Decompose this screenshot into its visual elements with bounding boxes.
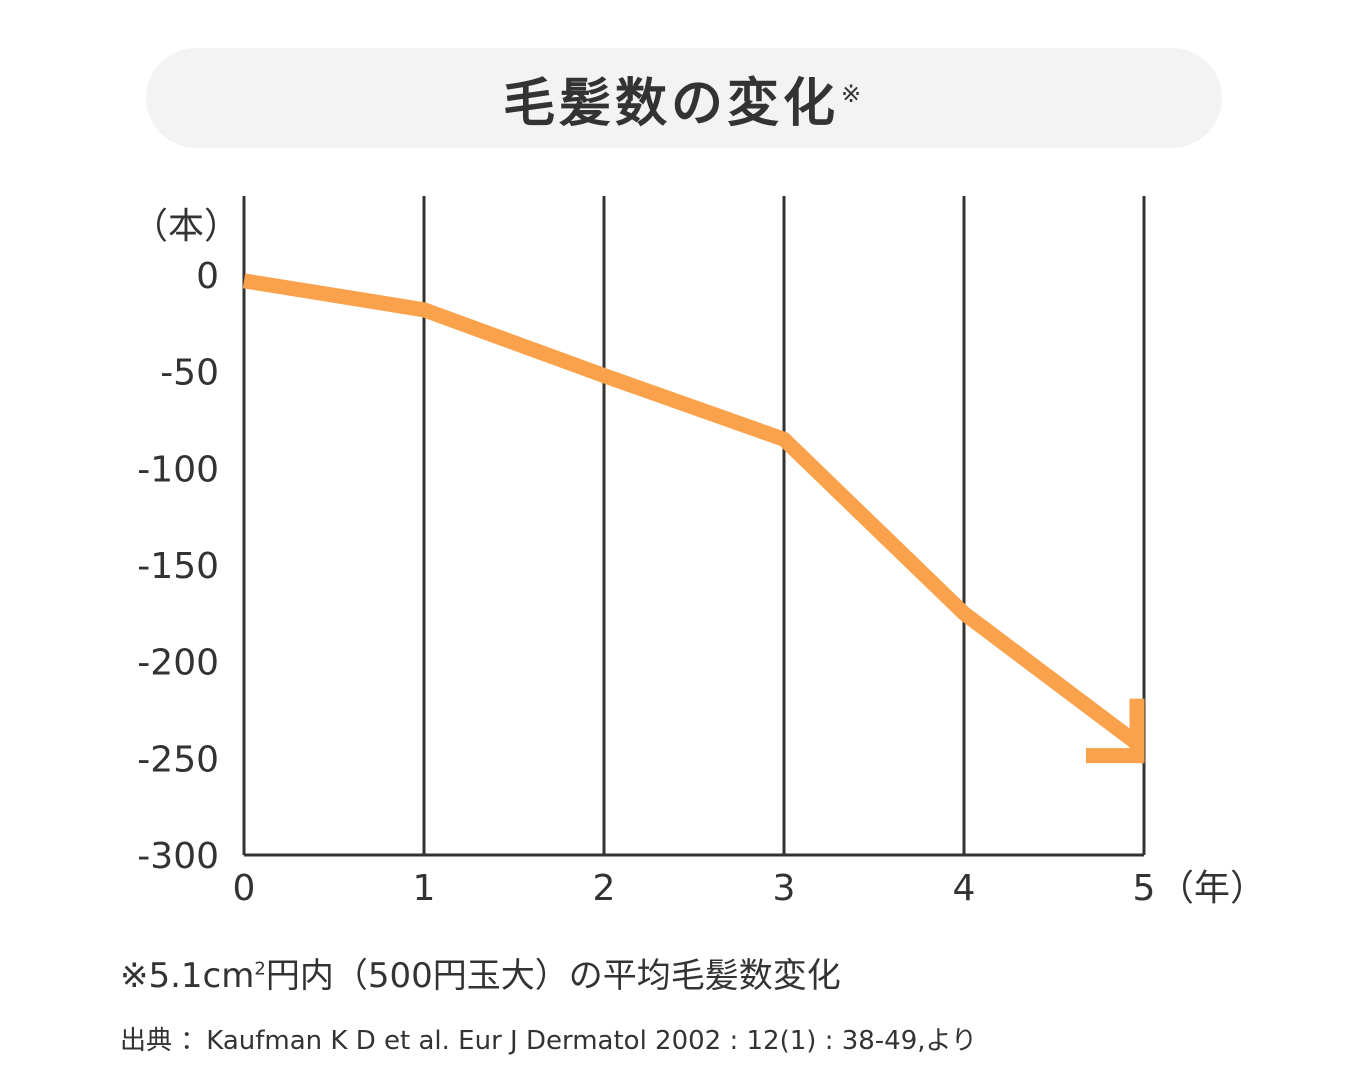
x-tick-label: 1	[413, 868, 436, 909]
y-tick-label: -150	[137, 546, 219, 587]
x-tick-label: 4	[953, 868, 976, 909]
source-citation: 出典 ：Kaufman K D et al. Eur J Dermatol 20…	[120, 1026, 978, 1056]
line-chart: 0 -50 -100 -150 -200 -250 -300 （本） 0 1 2 3 4 5 （年）	[132, 196, 1266, 909]
y-tick-label: -300	[137, 836, 219, 877]
y-axis-unit: （本）	[132, 206, 240, 247]
x-tick-label: 0	[233, 868, 256, 909]
y-tick-label: -250	[137, 739, 219, 780]
series-arrow-head	[1086, 698, 1145, 764]
x-axis-unit: （年）	[1158, 868, 1266, 909]
x-tick-label: 3	[773, 868, 796, 909]
chart-title: 毛髪数の変化※	[502, 73, 866, 134]
y-tick-label: 0	[196, 256, 219, 297]
title-reference-mark: ※	[840, 80, 866, 109]
series-line-0	[242, 273, 1141, 749]
chart-title-banner: 毛髪数の変化※	[146, 48, 1222, 148]
y-tick-label: -200	[137, 643, 219, 684]
y-tick-label: -50	[160, 353, 219, 394]
footnote: ※5.1cm2円内（500円玉大）の平均毛髪数変化	[120, 956, 841, 996]
x-tick-label: 5	[1133, 868, 1156, 909]
y-tick-label: -100	[137, 449, 219, 490]
x-tick-label: 2	[593, 868, 616, 909]
